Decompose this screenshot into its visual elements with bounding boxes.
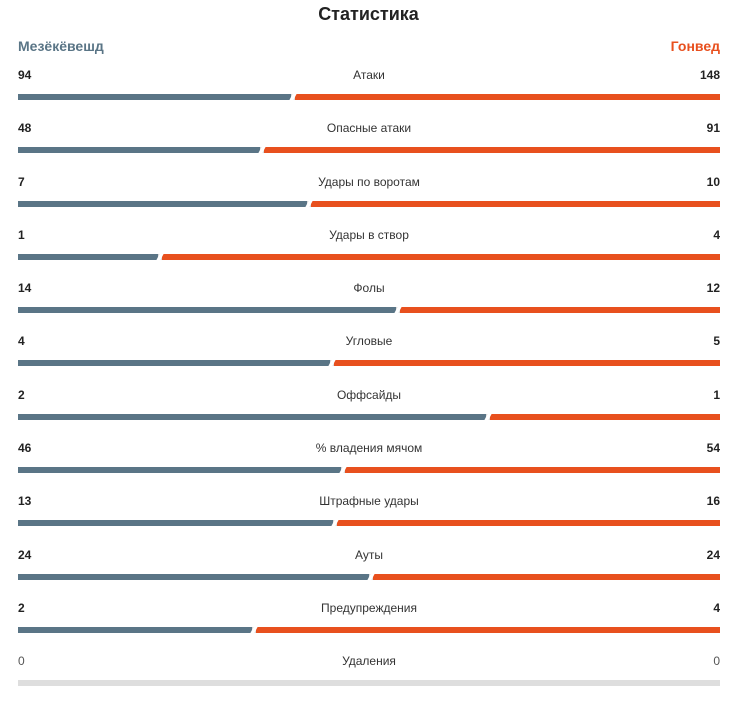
stat-home-value: 7 xyxy=(18,174,25,189)
stat-bar-away xyxy=(311,200,720,207)
stat-bar-home xyxy=(18,520,333,527)
stat-bar xyxy=(18,413,720,420)
stat-label: Атаки xyxy=(353,68,385,82)
stat-home-value: 13 xyxy=(18,494,32,509)
page-title: Статистика xyxy=(318,4,419,24)
stat-label: Предупреждения xyxy=(321,600,417,615)
stat-away-value: 54 xyxy=(706,441,720,456)
stat-bar-home xyxy=(18,626,252,633)
stat-bar-away xyxy=(373,573,720,580)
stat-away-value: 0 xyxy=(713,654,720,669)
stats-list: 94 Атаки 148 48 Опасные атаки 91 7 Удары по вор… xyxy=(18,67,720,707)
stat-home-value: 2 xyxy=(18,387,25,402)
stat-away-value: 16 xyxy=(706,494,720,509)
stat-home-value: 94 xyxy=(18,68,32,82)
stat-bar xyxy=(18,94,720,100)
stat-row: 94 Атаки 148 xyxy=(18,67,720,120)
stat-row: 48 Опасные атаки 91 xyxy=(18,120,720,173)
stat-bar-away xyxy=(162,253,720,260)
stat-bar xyxy=(18,680,720,687)
stat-bar-away xyxy=(490,413,720,420)
stat-away-value: 1 xyxy=(713,387,720,402)
stat-row: 1 Удары в створ 4 xyxy=(18,227,720,280)
stat-bar xyxy=(18,626,720,633)
stat-bar-away xyxy=(333,360,720,367)
stat-bar-home xyxy=(18,147,261,154)
stat-bar-away xyxy=(344,467,720,474)
stat-bar-home xyxy=(18,573,369,580)
stat-away-value: 5 xyxy=(713,334,720,349)
stat-bar-home xyxy=(18,307,396,314)
stat-away-value: 148 xyxy=(699,68,720,82)
stat-row: 0 Удаления 0 xyxy=(18,653,720,706)
stat-home-value: 1 xyxy=(18,227,25,242)
stat-row: 24 Ауты 24 xyxy=(18,547,720,600)
stat-home-value: 2 xyxy=(18,600,25,615)
stat-bar-home xyxy=(18,94,291,100)
stat-bar-away xyxy=(336,520,720,527)
stat-bar-away xyxy=(294,94,720,100)
stat-bar xyxy=(18,573,720,580)
stat-row: 2 Предупреждения 4 xyxy=(18,600,720,653)
stat-bar-home xyxy=(18,360,330,367)
stat-bar-away xyxy=(264,147,720,154)
stat-label: Фолы xyxy=(353,281,385,296)
stat-bar-away xyxy=(256,626,720,633)
stat-away-value: 10 xyxy=(706,174,720,189)
stat-bar-home xyxy=(18,253,159,260)
stat-bar xyxy=(18,360,720,367)
stat-home-value: 46 xyxy=(18,441,32,456)
stat-bar xyxy=(18,200,720,207)
stat-bar xyxy=(18,253,720,260)
stat-bar-away xyxy=(400,307,720,314)
stat-label: Штрафные удары xyxy=(319,494,419,509)
stat-away-value: 4 xyxy=(713,227,720,242)
home-team-name: Мезёкёвешд xyxy=(18,38,104,54)
stat-home-value: 4 xyxy=(18,334,25,349)
stat-label: Оффсайды xyxy=(336,387,402,402)
stat-row: 14 Фолы 12 xyxy=(18,280,720,333)
stat-label: Удары в створ xyxy=(329,227,409,242)
stat-home-value: 24 xyxy=(18,547,32,562)
stat-label: Опасные атаки xyxy=(326,121,412,136)
statistics-panel: Статистика Мезёкёвешд Гонвед 94 Атаки 148 4… xyxy=(18,4,720,687)
stat-away-value: 12 xyxy=(706,281,720,296)
stat-label: Ауты xyxy=(355,547,383,562)
stat-home-value: 14 xyxy=(18,281,32,296)
stat-bar-home xyxy=(18,413,486,420)
stat-bar-home xyxy=(18,467,341,474)
stat-bar xyxy=(18,520,720,527)
stat-home-value: 0 xyxy=(18,654,25,669)
stat-label: Удаления xyxy=(342,654,396,669)
stat-away-value: 91 xyxy=(706,121,720,136)
away-team-name: Гонвед xyxy=(670,38,720,54)
stat-row: 7 Удары по воротам 10 xyxy=(18,174,720,227)
stat-row: 46 % владения мячом 54 xyxy=(18,440,720,493)
stat-bar xyxy=(18,147,720,154)
stat-bar-home xyxy=(18,200,308,207)
stat-label: Угловые xyxy=(345,334,393,349)
stat-home-value: 48 xyxy=(18,121,32,136)
stat-bar xyxy=(18,307,720,314)
stat-bar xyxy=(18,467,720,474)
stat-row: 4 Угловые 5 xyxy=(18,333,720,386)
stat-row: 13 Штрафные удары 16 xyxy=(18,493,720,546)
stat-away-value: 24 xyxy=(706,547,720,562)
stat-label: Удары по воротам xyxy=(318,174,420,189)
stat-away-value: 4 xyxy=(713,600,720,615)
stat-row: 2 Оффсайды 1 xyxy=(18,387,720,440)
stat-label: % владения мячом xyxy=(315,441,423,456)
